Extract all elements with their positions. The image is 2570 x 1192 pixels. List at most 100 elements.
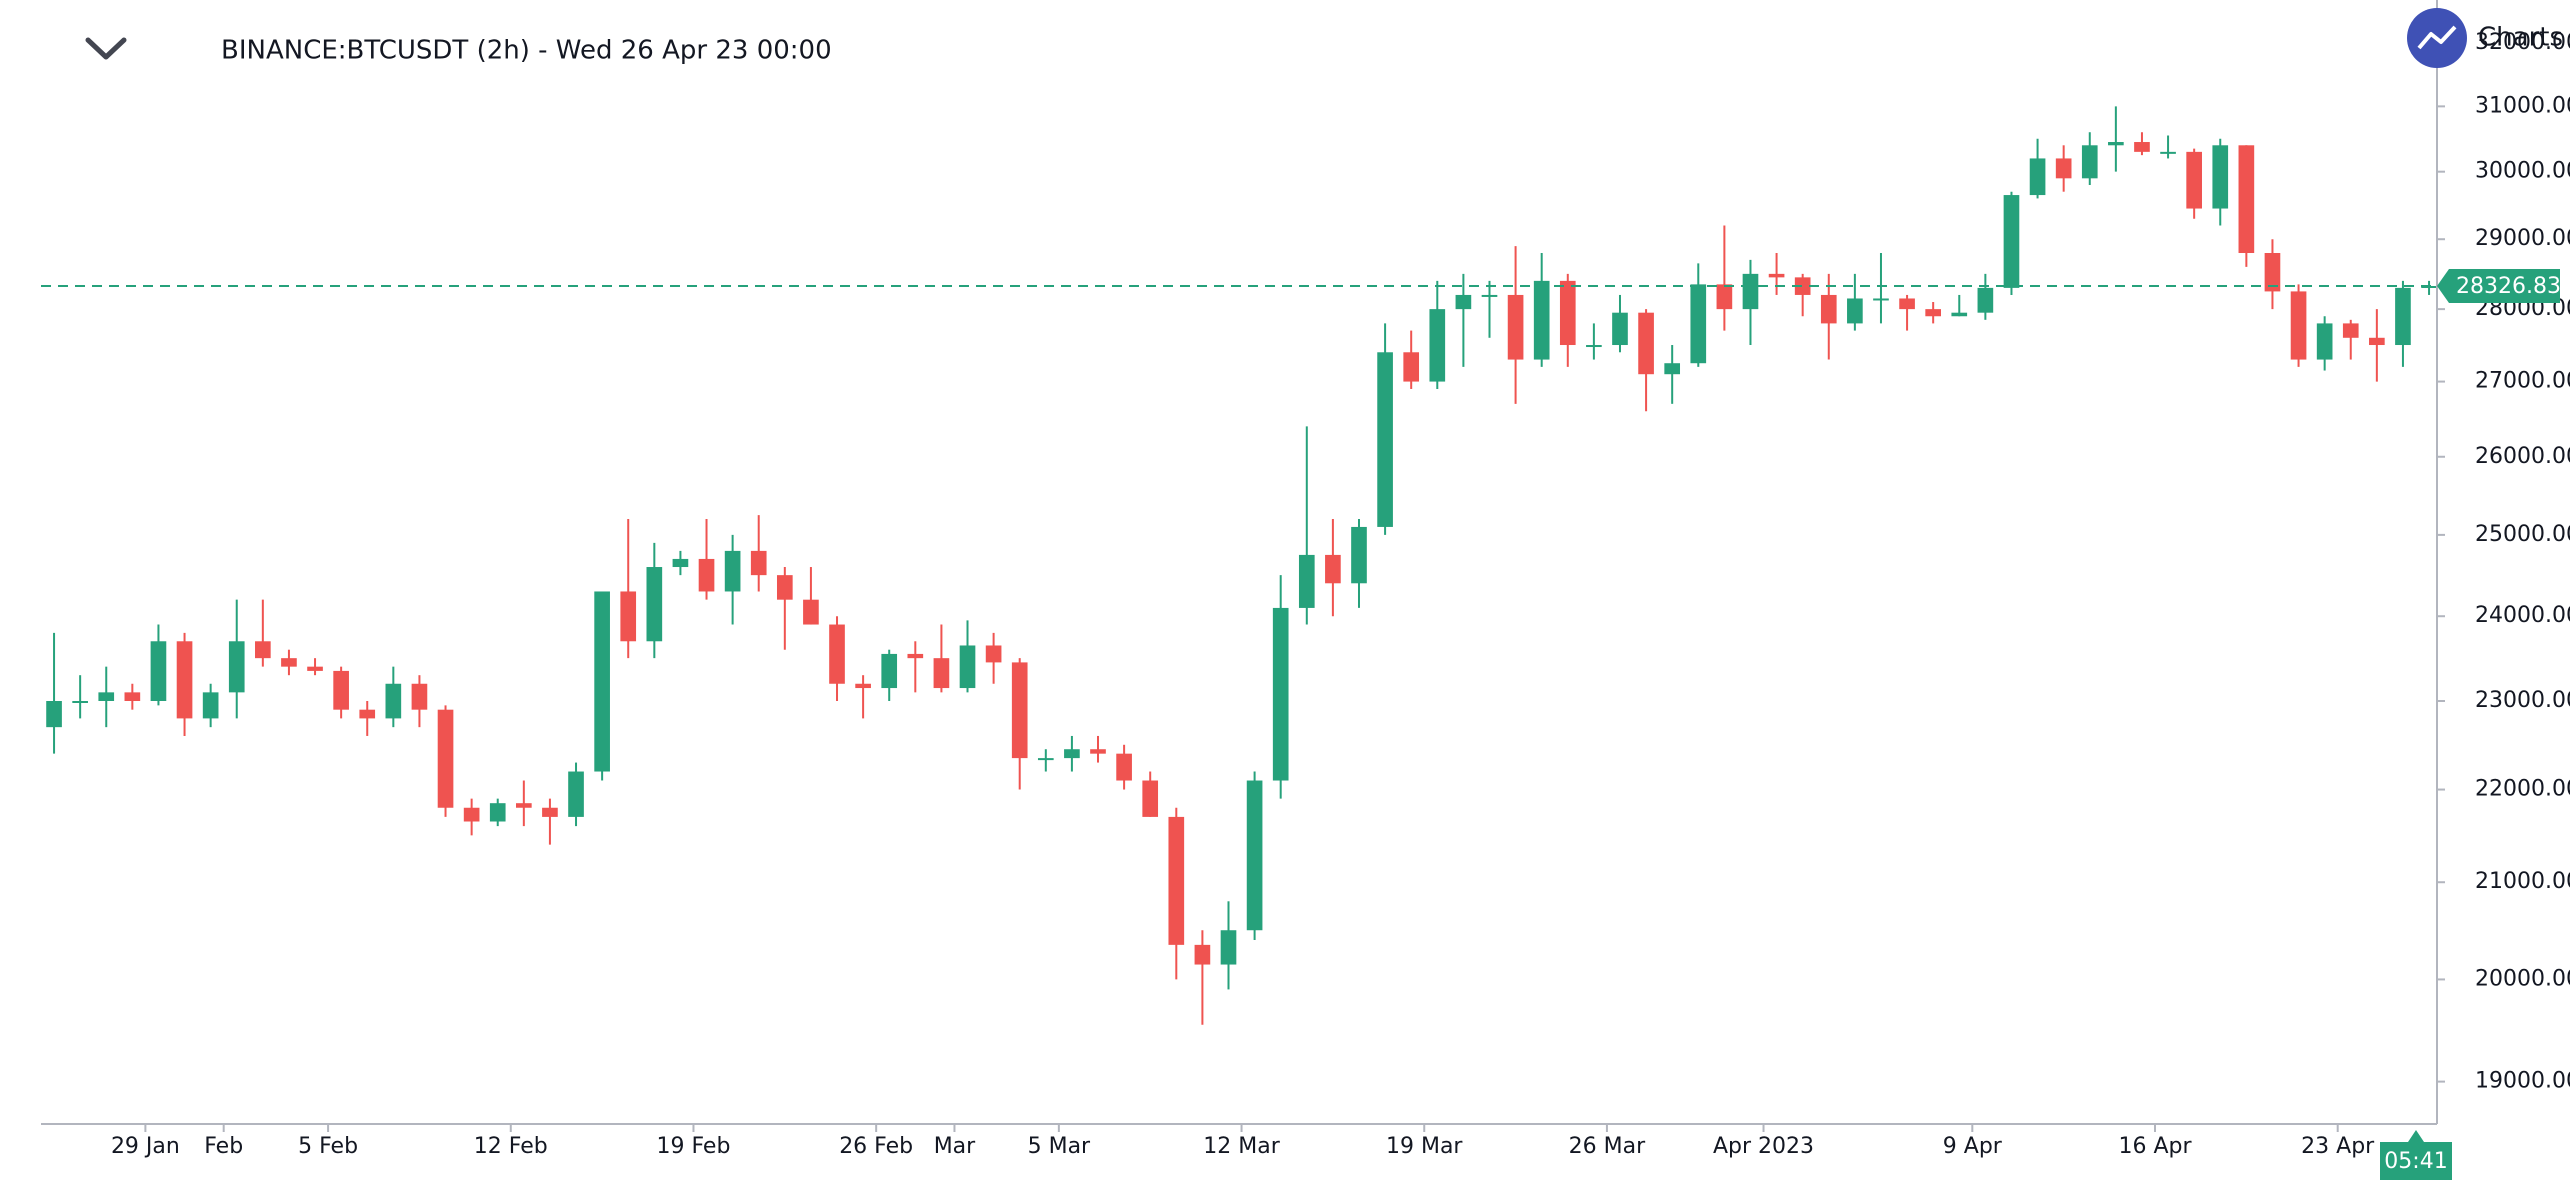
x-tick-label: Mar: [934, 1134, 976, 1159]
candle-body: [228, 641, 245, 693]
candle-body: [1481, 294, 1498, 297]
candle-body: [2186, 151, 2202, 209]
candle-body: [907, 653, 924, 659]
candle-body: [1351, 526, 1367, 584]
candle-body: [672, 558, 689, 568]
candle-body: [411, 683, 428, 710]
x-tick-label: 29 Jan: [111, 1134, 180, 1159]
candle-body: [1090, 749, 1106, 754]
y-tick-label: 31000.00: [2475, 93, 2570, 118]
candle-body: [1507, 294, 1524, 360]
candle-body: [124, 692, 141, 702]
candle-body: [1638, 312, 1654, 375]
candle-body: [463, 807, 480, 822]
candle-body: [933, 658, 950, 689]
candle-body: [176, 641, 193, 719]
brand-text: Charts: [2478, 23, 2563, 53]
candle-body: [1742, 273, 1759, 310]
menu-chevron[interactable]: [85, 37, 127, 60]
x-tick-label: 9 Apr: [1943, 1134, 2003, 1159]
candle-body: [2029, 158, 2046, 196]
candle-body: [98, 692, 115, 702]
candle-body: [985, 645, 1002, 663]
plot-area: [41, 42, 2445, 1132]
axis-labels: 19000.00 20000.00 21000.00 22000.00 23000.00…: [111, 30, 2570, 1180]
candle-body: [568, 771, 584, 817]
y-tick-label: 32000.00: [2475, 30, 2570, 55]
candle-body: [1116, 753, 1132, 781]
candle-body: [2395, 287, 2411, 346]
countdown-badge: [2380, 1130, 2452, 1180]
candle-body: [620, 591, 637, 642]
countdown-label: 05:41: [2384, 1149, 2447, 1174]
candle-body: [594, 591, 610, 772]
y-tick-label: 30000.00: [2475, 159, 2570, 184]
candle-body: [1873, 298, 1889, 301]
candle-body: [2055, 158, 2072, 179]
y-tick-label: 29000.00: [2475, 226, 2570, 251]
candle-body: [1429, 309, 1446, 382]
candle-body: [333, 670, 349, 710]
candle-body: [1899, 298, 1915, 310]
candle-body: [1403, 352, 1420, 382]
candle-body: [803, 599, 819, 625]
candle-body: [959, 645, 976, 689]
candle-body: [255, 641, 271, 659]
candle-body: [1011, 662, 1028, 759]
candle-body: [2003, 195, 2020, 288]
y-tick-label: 19000.00: [2475, 1069, 2570, 1094]
y-tick-label: 26000.00: [2475, 444, 2570, 469]
candle-body: [489, 803, 506, 822]
candle-body: [1220, 930, 1237, 965]
candle-body: [281, 658, 297, 667]
candle-body: [1064, 749, 1080, 759]
candle-body: [2238, 145, 2255, 254]
candle-body: [542, 807, 558, 817]
x-tick-label: 16 Apr: [2118, 1134, 2192, 1159]
x-tick-label: Apr 2023: [1713, 1134, 1814, 1159]
candle-body: [2081, 145, 2098, 179]
candle-body: [1325, 554, 1341, 584]
candle-body: [1768, 273, 1785, 278]
x-tick-label: 12 Feb: [474, 1134, 548, 1159]
candle-body: [1377, 352, 1393, 527]
brand-logo-icon: [2417, 25, 2457, 50]
candle-body: [72, 701, 88, 704]
last-price-label: 28326.83: [2456, 274, 2561, 299]
candle-body: [1951, 312, 1968, 317]
candle-body: [1559, 280, 1576, 346]
candle-body: [1533, 280, 1550, 360]
candle-body: [1142, 780, 1159, 817]
candle-body: [46, 701, 62, 728]
candle-body: [385, 683, 402, 719]
x-tick-label: 19 Feb: [656, 1134, 730, 1159]
candle-body: [1925, 309, 1941, 317]
candle-body: [307, 666, 323, 671]
candle-body: [1168, 816, 1185, 945]
candle-body: [1586, 345, 1602, 348]
candle-body: [1037, 758, 1054, 761]
candle-body: [750, 550, 767, 576]
y-tick-label: 27000.00: [2475, 369, 2570, 394]
candle-body: [1455, 294, 1472, 310]
candle-body: [1847, 298, 1863, 324]
x-tick-label: 23 Apr: [2301, 1134, 2375, 1159]
last-price-badge: [2437, 269, 2560, 304]
candle-body: [359, 709, 376, 719]
candle-body: [202, 692, 219, 719]
candle-body: [1794, 277, 1811, 295]
y-tick-label: 23000.00: [2475, 688, 2570, 713]
y-tick-label: 25000.00: [2475, 522, 2570, 547]
candle-body: [437, 709, 454, 808]
x-tick-label: 19 Mar: [1386, 1134, 1463, 1159]
candle-body: [1246, 780, 1263, 931]
y-tick-label: 21000.00: [2475, 869, 2570, 894]
y-tick-label: 22000.00: [2475, 777, 2570, 802]
candle-body: [150, 641, 167, 702]
x-tick-label: Feb: [204, 1134, 243, 1159]
candle-body: [2212, 145, 2229, 209]
candle-body: [2160, 151, 2176, 154]
